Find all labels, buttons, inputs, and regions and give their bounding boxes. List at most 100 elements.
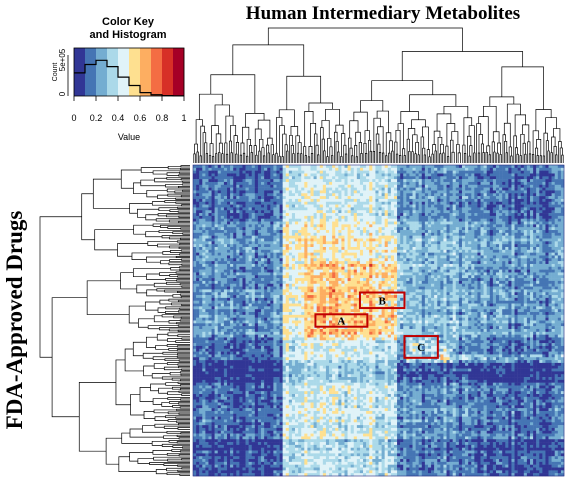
heatmap-cell <box>387 184 392 188</box>
heatmap-cell <box>350 198 355 203</box>
heatmap-cell <box>400 196 404 200</box>
heatmap-cell <box>223 196 228 200</box>
heatmap-cell <box>199 266 203 270</box>
heatmap-cell <box>560 184 565 188</box>
heatmap-cell <box>347 224 351 228</box>
dendrogram-branch <box>180 384 190 387</box>
heatmap-cell <box>375 187 379 191</box>
dendrogram-branch <box>167 332 190 337</box>
heatmap-cell <box>511 201 515 205</box>
heatmap-cell <box>372 176 376 180</box>
heatmap-cell <box>480 238 484 242</box>
heatmap-cell <box>554 246 559 251</box>
dendrogram-branch <box>286 150 289 163</box>
heatmap-cell <box>276 184 280 188</box>
heatmap-cell <box>199 179 203 183</box>
heatmap-cell <box>468 252 472 256</box>
heatmap-cell <box>415 204 419 208</box>
heatmap-cell <box>495 207 500 211</box>
heatmap-cell <box>199 213 203 217</box>
dendrogram-branch <box>331 155 334 163</box>
heatmap-cell <box>279 190 283 194</box>
heatmap-cell <box>304 255 308 259</box>
dendrogram-branch <box>179 253 190 256</box>
dendrogram-branch <box>179 283 190 286</box>
heatmap-cell <box>545 266 549 270</box>
heatmap-cell <box>261 201 265 205</box>
heatmap-cell <box>307 261 311 265</box>
heatmap-cell <box>461 244 466 248</box>
heatmap-cell <box>449 198 453 203</box>
heatmap-cell <box>338 179 342 183</box>
heatmap-cell <box>477 204 481 208</box>
heatmap-cell <box>248 201 252 205</box>
heatmap-cell <box>313 215 317 219</box>
heatmap-cell <box>471 190 475 194</box>
heatmap-cell <box>270 173 274 177</box>
heatmap-cell <box>393 213 398 217</box>
heatmap-cell <box>502 238 506 242</box>
heatmap-cell <box>329 230 333 234</box>
heatmap-cell <box>517 201 521 205</box>
heatmap-cell <box>307 181 311 186</box>
heatmap-cell <box>424 252 429 256</box>
dendrogram-branch <box>545 140 549 163</box>
heatmap-cell <box>495 266 500 270</box>
heatmap-cell <box>363 246 367 251</box>
heatmap-cell <box>440 230 444 234</box>
heatmap-cell <box>257 210 262 214</box>
heatmap-cell <box>387 165 392 169</box>
heatmap-cell <box>511 210 515 214</box>
heatmap-cell <box>372 201 376 205</box>
heatmap-cell <box>291 255 296 259</box>
heatmap-cell <box>545 193 549 197</box>
heatmap-cell <box>499 173 503 177</box>
heatmap-cell <box>551 261 555 265</box>
heatmap-cell <box>443 215 447 219</box>
heatmap-cell <box>211 193 215 197</box>
heatmap-cell <box>415 255 419 259</box>
heatmap-cell <box>295 210 299 214</box>
heatmap-cell <box>223 187 228 191</box>
heatmap-cell <box>347 258 351 262</box>
heatmap-cell <box>288 176 293 180</box>
dendrogram-branch <box>326 156 329 163</box>
heatmap-cell <box>520 241 525 245</box>
heatmap-cell <box>227 193 231 197</box>
heatmap-cell <box>285 232 290 236</box>
heatmap-cell <box>554 249 559 253</box>
heatmap-cell <box>390 167 395 171</box>
heatmap-cell <box>502 179 506 183</box>
dendrogram-branch <box>503 122 511 147</box>
heatmap-cell <box>288 235 293 239</box>
heatmap-cell <box>193 184 197 188</box>
heatmap-cell <box>412 196 416 200</box>
heatmap-cell <box>282 167 286 171</box>
heatmap-cell <box>400 213 404 217</box>
heatmap-cell <box>480 244 484 248</box>
heatmap-cell <box>261 167 265 171</box>
heatmap-cell <box>437 176 441 180</box>
heatmap-cell <box>415 235 419 239</box>
heatmap-cell <box>486 266 491 270</box>
heatmap-cell <box>381 218 385 222</box>
heatmap-cell <box>483 266 487 270</box>
heatmap-cell <box>400 261 404 265</box>
dendrogram-branch <box>304 111 314 147</box>
heatmap-cell <box>233 187 237 191</box>
heatmap-cell <box>322 176 327 180</box>
heatmap-cell <box>474 224 478 228</box>
heatmap-cell <box>356 170 361 174</box>
heatmap-cell <box>295 218 299 222</box>
heatmap-cell <box>227 179 231 183</box>
heatmap-cell <box>412 201 416 205</box>
heatmap-cell <box>319 190 324 194</box>
heatmap-cell <box>270 190 274 194</box>
heatmap-cell <box>223 241 228 245</box>
heatmap-cell <box>415 218 419 222</box>
heatmap-cell <box>199 269 203 273</box>
heatmap-cell <box>443 238 447 242</box>
heatmap-cell <box>499 204 503 208</box>
heatmap-cell <box>359 207 364 211</box>
heatmap-cell <box>347 244 351 248</box>
